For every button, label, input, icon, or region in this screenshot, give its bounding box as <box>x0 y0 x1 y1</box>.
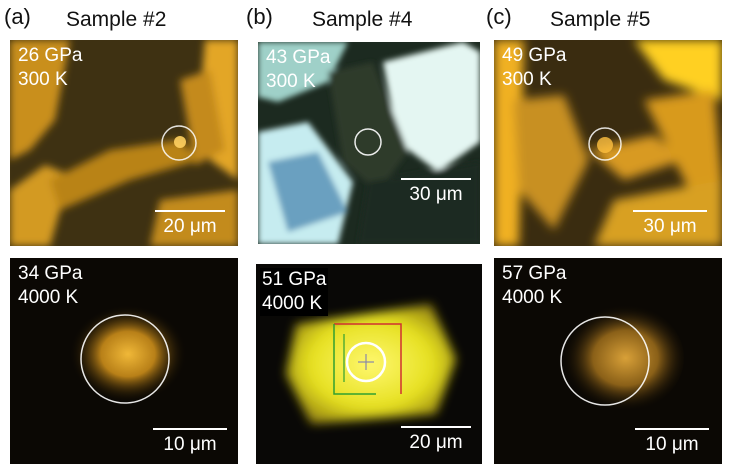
micrograph-c-top-image <box>494 40 722 246</box>
conditions-c-top: 49 GPa 300 K <box>502 44 566 92</box>
conditions-b-bottom: 51 GPa 4000 K <box>260 268 329 316</box>
scalebar-label-c-top: 30 μm <box>643 216 697 237</box>
micrograph-c-top: 49 GPa 300 K 30 μm <box>494 40 722 246</box>
sample-title-c: Sample #5 <box>550 8 651 31</box>
micrograph-b-bottom: 51 GPa 4000 K 20 μm <box>256 264 482 464</box>
sample-title-b: Sample #4 <box>312 8 413 31</box>
pressure-b-top: 43 GPa <box>266 47 331 68</box>
scalebar-c-top: 30 μm <box>630 210 710 238</box>
temperature-c-top: 300 K <box>502 69 552 90</box>
scalebar-a-bottom: 10 μm <box>150 428 230 456</box>
temperature-c-bottom: 4000 K <box>502 287 563 308</box>
conditions-a-top: 26 GPa 300 K <box>18 44 82 92</box>
panel-label-c: (c) <box>486 4 512 29</box>
pressure-a-bottom: 34 GPa <box>18 263 83 284</box>
micrograph-c-bottom: 57 GPa 4000 K 10 μm <box>494 258 722 464</box>
conditions-a-bottom: 34 GPa 4000 K <box>18 262 82 310</box>
pressure-b-bottom: 51 GPa <box>262 269 327 290</box>
scalebar-b-bottom: 20 μm <box>398 426 474 454</box>
panel-label-b: (b) <box>246 4 273 29</box>
scalebar-b-top: 30 μm <box>398 178 474 206</box>
temperature-a-top: 300 K <box>18 69 68 90</box>
micrograph-b-top-image <box>258 42 480 244</box>
sample-title-a: Sample #2 <box>66 8 167 31</box>
scalebar-label-b-top: 30 μm <box>409 184 463 205</box>
pressure-a-top: 26 GPa <box>18 45 83 66</box>
temperature-b-top: 300 K <box>266 71 316 92</box>
conditions-b-top: 43 GPa 300 K <box>266 46 330 94</box>
temperature-a-bottom: 4000 K <box>18 287 79 308</box>
pressure-c-bottom: 57 GPa <box>502 263 567 284</box>
scalebar-a-top: 20 μm <box>152 210 228 238</box>
pressure-c-top: 49 GPa <box>502 45 567 66</box>
conditions-c-bottom: 57 GPa 4000 K <box>502 262 566 310</box>
scalebar-c-bottom: 10 μm <box>632 428 712 456</box>
scalebar-label-a-top: 20 μm <box>163 216 217 237</box>
scalebar-label-a-bottom: 10 μm <box>163 434 217 455</box>
micrograph-a-bottom: 34 GPa 4000 K 10 μm <box>10 258 238 464</box>
scalebar-label-c-bottom: 10 μm <box>645 434 699 455</box>
micrograph-b-top: 43 GPa 300 K 30 μm <box>258 42 480 244</box>
scalebar-label-b-bottom: 20 μm <box>409 432 463 453</box>
temperature-b-bottom: 4000 K <box>262 293 323 314</box>
panel-label-a: (a) <box>4 4 31 29</box>
micrograph-a-top: 26 GPa 300 K 20 μm <box>10 40 238 246</box>
